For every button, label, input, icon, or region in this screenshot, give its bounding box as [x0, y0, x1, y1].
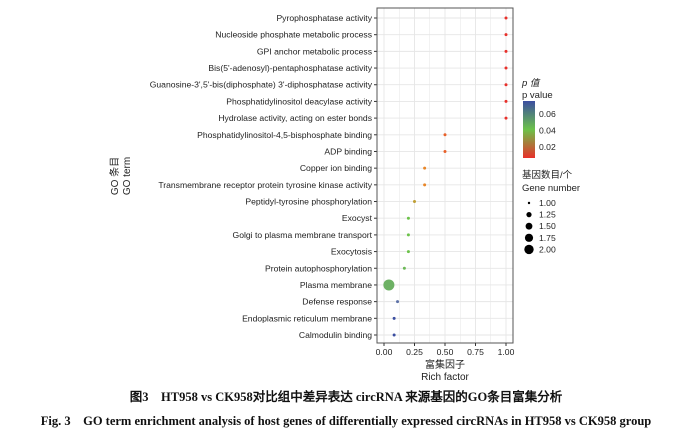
- size-legend-dot: [525, 222, 533, 230]
- data-point: [383, 279, 395, 291]
- data-point: [504, 99, 508, 103]
- size-legend-title-en: Gene number: [522, 183, 580, 194]
- size-legend-dot: [524, 233, 534, 242]
- data-point: [504, 116, 508, 120]
- size-legend-title-cn: 基因数目/个: [522, 169, 573, 181]
- data-point: [504, 49, 508, 53]
- size-legend-label: 1.75: [539, 233, 556, 243]
- data-point: [406, 216, 410, 220]
- data-point: [504, 66, 508, 70]
- y-tick-label: Exocytosis: [331, 247, 372, 257]
- x-tick-label: 0.75: [467, 347, 484, 357]
- data-point: [423, 183, 427, 187]
- data-point: [413, 200, 416, 204]
- color-legend-bar: [523, 101, 535, 158]
- x-tick-label: 0.50: [437, 347, 454, 357]
- data-point: [504, 83, 508, 87]
- y-tick-label: Exocyst: [342, 213, 373, 223]
- size-legend-dot: [526, 212, 532, 218]
- size-legend-dot: [527, 201, 531, 205]
- data-point: [406, 250, 410, 254]
- data-point: [402, 266, 406, 270]
- y-tick-label: Phosphatidylinositol deacylase activity: [226, 96, 372, 106]
- y-tick-label: Peptidyl-tyrosine phosphorylation: [245, 197, 372, 207]
- color-legend-tick: 0.04: [539, 126, 556, 136]
- caption-cn: 图3 HT958 vs CK958对比组中差异表达 circRNA 来源基因的G…: [129, 390, 563, 404]
- y-tick-label: Nucleoside phosphate metabolic process: [215, 30, 372, 40]
- color-legend-tick: 0.06: [539, 109, 556, 119]
- y-tick-label: Calmodulin binding: [299, 330, 372, 340]
- x-axis-title-en: Rich factor: [421, 372, 469, 383]
- x-tick-label: 1.00: [498, 347, 515, 357]
- y-tick-label: GPI anchor metabolic process: [257, 46, 372, 56]
- y-tick-label: Pyrophosphatase activity: [276, 13, 372, 23]
- data-point: [443, 149, 447, 153]
- data-point: [443, 133, 447, 137]
- y-tick-label: Defense response: [302, 297, 372, 307]
- y-tick-label: Bis(5'-adenosyl)-pentaphosphatase activi…: [208, 63, 372, 73]
- y-tick-label: Golgi to plasma membrane transport: [233, 230, 373, 240]
- color-legend-title-en: p value: [522, 90, 553, 101]
- y-tick-label: Transmembrane receptor protein tyrosine …: [158, 180, 372, 190]
- y-tick-label: Plasma membrane: [300, 280, 372, 290]
- data-point: [423, 166, 427, 170]
- size-legend-label: 1.00: [539, 198, 556, 208]
- y-tick-label: Protein autophosphorylation: [265, 263, 372, 273]
- data-point: [504, 33, 508, 37]
- x-tick-label: 0.25: [406, 347, 423, 357]
- x-tick-label: 0.00: [376, 347, 393, 357]
- color-legend-tick: 0.02: [539, 142, 556, 152]
- y-tick-label: Endoplasmic reticulum membrane: [242, 313, 372, 323]
- y-tick-label: Guanosine-3',5'-bis(diphosphate) 3'-diph…: [150, 80, 373, 90]
- y-tick-label: Hydrolase activity, acting on ester bond…: [218, 113, 372, 123]
- data-point: [504, 16, 508, 20]
- color-legend-title-cn: p 值: [521, 78, 541, 89]
- y-axis-title-en: GO term: [122, 157, 133, 195]
- size-legend-label: 1.50: [539, 221, 556, 231]
- data-point: [392, 333, 396, 337]
- y-tick-label: Phosphatidylinositol-4,5-bisphosphate bi…: [197, 130, 372, 140]
- size-legend-dot: [524, 244, 534, 255]
- size-legend-label: 1.25: [539, 210, 556, 220]
- data-point: [396, 300, 400, 304]
- x-axis-title-cn: 富集因子: [425, 358, 465, 371]
- data-point: [392, 316, 396, 320]
- data-point: [406, 233, 410, 237]
- y-tick-label: ADP binding: [324, 146, 372, 156]
- y-axis-title-cn: GO 条目: [108, 157, 121, 195]
- y-tick-label: Copper ion binding: [300, 163, 372, 173]
- size-legend-label: 2.00: [539, 244, 556, 254]
- caption-en: Fig. 3 GO term enrichment analysis of ho…: [40, 414, 652, 428]
